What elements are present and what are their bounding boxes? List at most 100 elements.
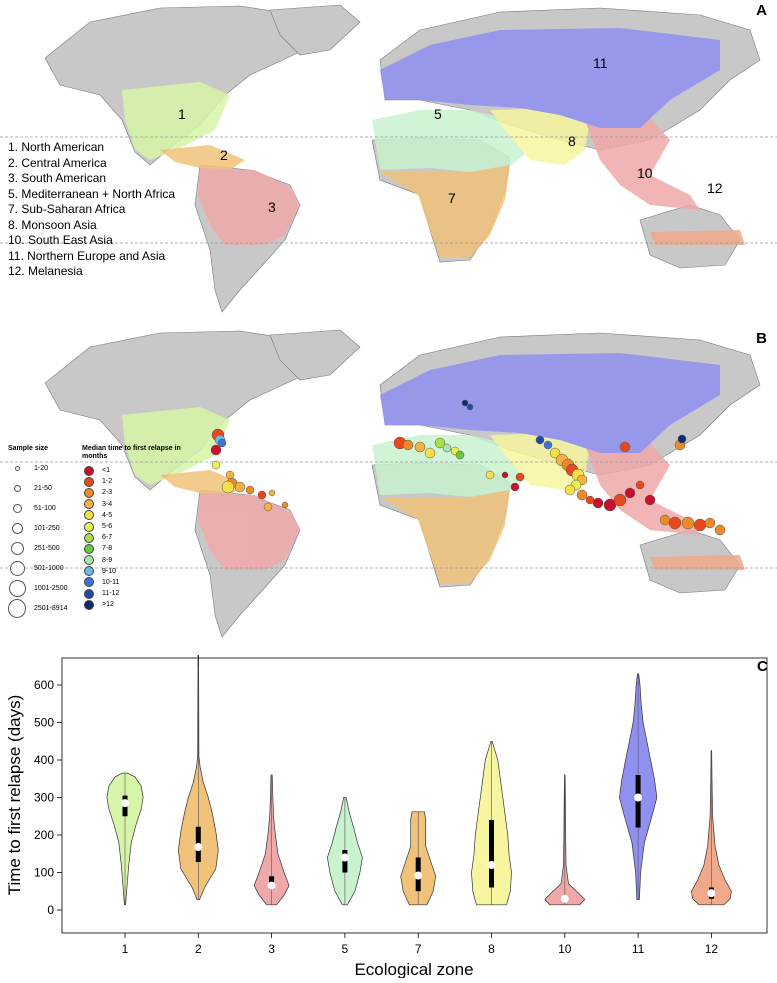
study-site-marker (402, 439, 414, 451)
y-axis: 0 100 200 300 400 500 600 (34, 678, 62, 917)
study-site-marker (257, 490, 267, 500)
relapse-time-legend-row: <1 (82, 465, 202, 476)
sample-size-label: 501-1000 (34, 564, 64, 572)
sample-size-legend-row: 2501-8914 (8, 598, 67, 618)
relapse-time-legend-row: 8-9 (82, 555, 202, 566)
x-tick-label: 11 (632, 942, 645, 956)
relapse-time-swatch (84, 476, 94, 487)
relapse-time-label: 6-7 (102, 534, 113, 542)
relapse-time-swatch (84, 599, 94, 610)
relapse-time-legend-row: 1-2 (82, 476, 202, 487)
x-tick-label: 1 (122, 942, 129, 956)
zone-legend-item: 2. Central America (8, 155, 107, 170)
sample-size-circle (14, 465, 20, 471)
sample-size-legend-row: 501-1000 (8, 558, 67, 578)
violin-median-marker (267, 881, 276, 890)
study-site-marker (576, 489, 588, 501)
y-tick-label: 100 (34, 866, 54, 880)
zone-11-region (380, 28, 720, 128)
map-b (0, 329, 777, 638)
panel-a-letter: A (756, 2, 767, 19)
sample-size-legend-row: 21-50 (8, 478, 67, 498)
relapse-time-legend-row: 6-7 (82, 532, 202, 543)
study-site-marker (681, 516, 695, 530)
relapse-time-label: 9-10 (102, 567, 117, 575)
relapse-time-legend-row: 9-10 (82, 566, 202, 577)
study-site-marker (659, 514, 671, 526)
relapse-time-label: 4-5 (102, 511, 113, 519)
violin-median-marker (414, 871, 423, 880)
sample-size-circle (9, 560, 25, 576)
sample-size-label: 101-250 (34, 524, 60, 532)
study-site-marker (619, 441, 631, 453)
sample-size-label: 1001-2500 (34, 584, 68, 592)
study-site-marker (461, 399, 469, 407)
relapse-time-swatch (84, 487, 94, 498)
y-tick-label: 600 (34, 678, 54, 692)
violin-median-marker (634, 793, 643, 802)
relapse-time-legend: Median time to first relapse in months <… (82, 445, 202, 610)
sample-size-label: 21-50 (34, 484, 52, 492)
zone-legend-item: 5. Mediterranean + North Africa (8, 186, 176, 201)
sample-size-legend-row: 101-250 (8, 518, 67, 538)
relapse-time-swatch (84, 499, 94, 510)
map-label-3: 3 (268, 199, 276, 215)
relapse-time-swatch (84, 577, 94, 588)
zone-2-region (160, 145, 245, 170)
study-site-marker (434, 437, 446, 449)
relapse-time-swatch (84, 555, 94, 566)
relapse-time-swatch (84, 566, 94, 577)
zone-8-region (490, 433, 590, 490)
zone-1-region (122, 407, 230, 485)
zone-legend-item: 7. Sub-Saharan Africa (8, 202, 126, 216)
map-label-10: 10 (637, 165, 653, 181)
y-tick-label: 400 (34, 753, 54, 767)
x-tick-label: 10 (558, 942, 572, 956)
map-label-8: 8 (568, 133, 576, 149)
zone-legend-item: 1. North American (8, 140, 105, 154)
relapse-time-legend-row: 2-3 (82, 487, 202, 498)
violin-median-marker (194, 843, 203, 851)
study-site-marker (515, 472, 525, 482)
study-site-marker (263, 502, 273, 512)
map-label-5: 5 (434, 106, 442, 122)
study-site-marker (466, 403, 474, 411)
zone-legend-item: 3. South American (8, 171, 107, 185)
violin-median-marker (340, 853, 349, 862)
panel-a: 1 2 3 5 7 8 10 11 12 A 1. North American… (0, 0, 777, 320)
study-site-marker (543, 440, 553, 450)
study-site-marker (414, 441, 426, 453)
study-site-marker (268, 489, 276, 497)
x-axis-label: Ecological zone (354, 960, 473, 978)
study-site-marker (281, 501, 289, 509)
zone-7-region (380, 165, 510, 258)
zone-5-region (372, 435, 530, 497)
relapse-time-label: 10-11 (102, 578, 120, 586)
sample-size-legend: Sample size 1-20 21-50 51-100 101-250 251-50… (8, 445, 67, 618)
x-axis: 1 2 3 5 7 8 10 11 12 (122, 933, 718, 956)
study-site-marker (693, 518, 707, 532)
relapse-time-swatch (84, 543, 94, 554)
zone-10-region (585, 118, 700, 210)
relapse-time-label: 8-9 (102, 556, 113, 564)
study-site-marker (624, 487, 636, 499)
study-site-marker (668, 516, 682, 530)
violin-median-marker (121, 799, 129, 808)
relapse-time-label: 7-8 (102, 545, 113, 553)
study-site-marker (564, 484, 576, 496)
map-label-2: 2 (220, 147, 228, 163)
map-label-1: 1 (178, 106, 186, 122)
zone-12-region (650, 230, 745, 245)
panel-c: 0 100 200 300 400 500 600 1 2 3 5 7 8 10 11 12 Time to… (0, 647, 777, 979)
study-site-marker (714, 524, 726, 536)
sample-size-legend-row: 251-500 (8, 538, 67, 558)
study-site-marker (501, 471, 509, 479)
study-site-marker (535, 435, 545, 445)
y-axis-label: Time to first relapse (days) (5, 695, 24, 896)
relapse-time-legend-row: >12 (82, 599, 202, 610)
study-site-marker (592, 497, 604, 509)
zone-legend-item: 11. Northern Europe and Asia (8, 248, 166, 263)
zone-7-region (380, 490, 510, 583)
zone-11-region (380, 353, 720, 453)
sample-size-label: 251-500 (34, 544, 60, 552)
